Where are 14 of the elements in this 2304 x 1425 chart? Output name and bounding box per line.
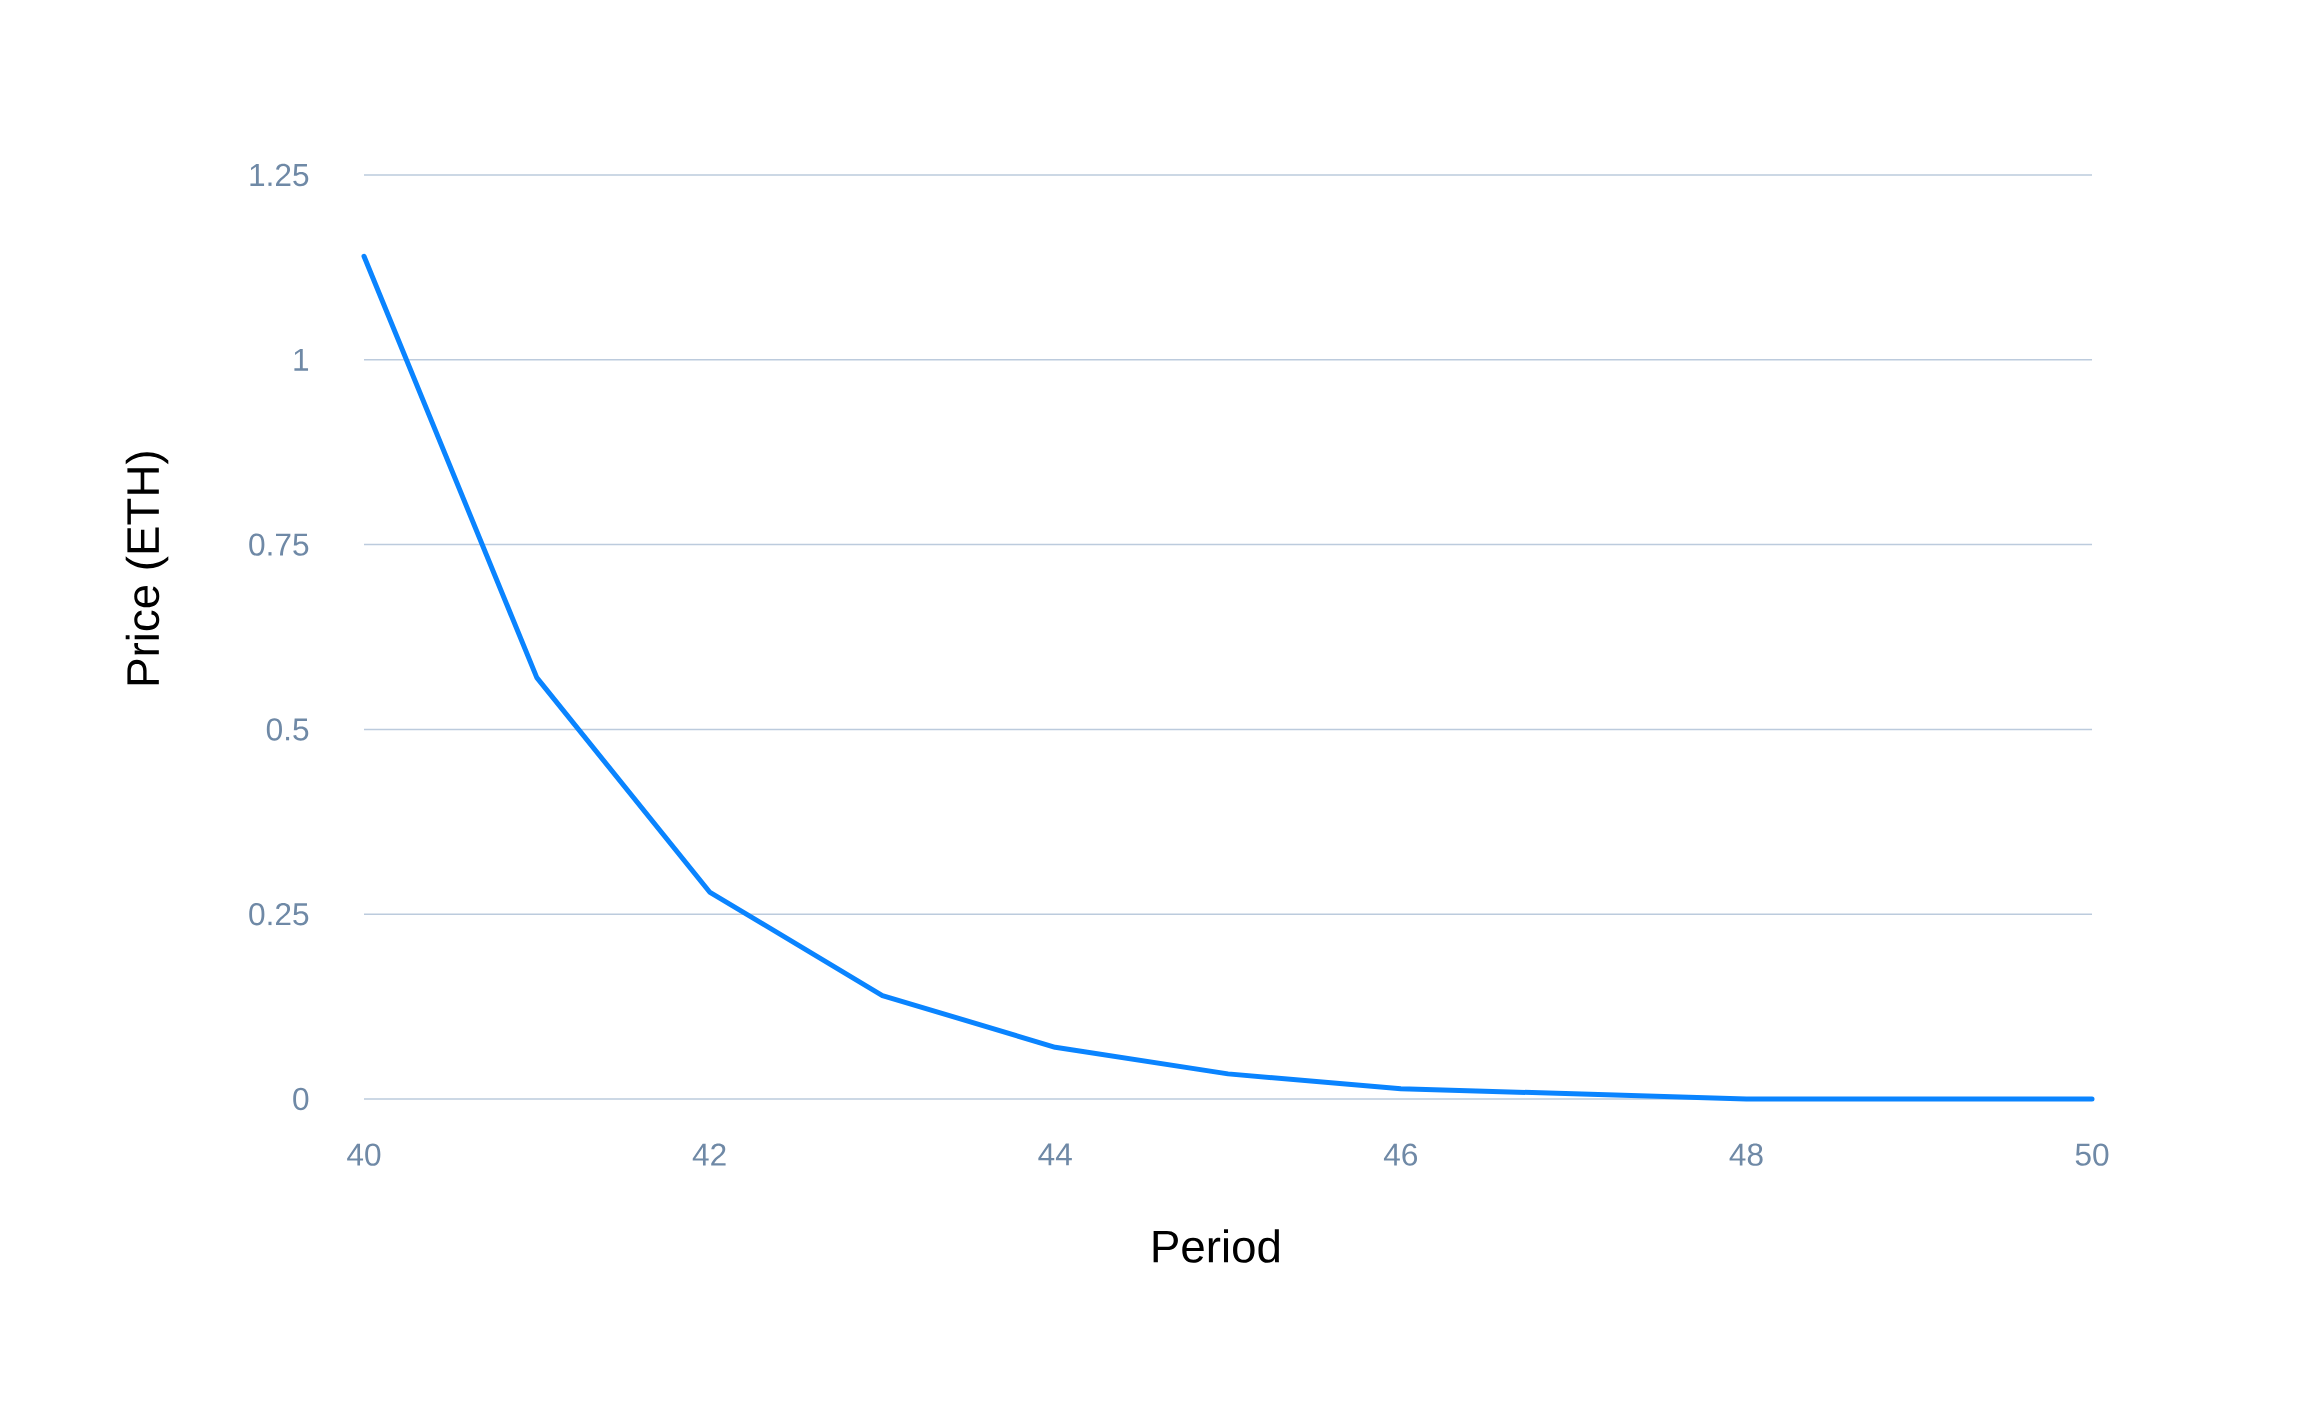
x-tick-label: 42 xyxy=(692,1143,726,1166)
x-axis-title: Period xyxy=(1153,1229,1279,1263)
x-tick-label: 48 xyxy=(1729,1143,1763,1166)
y-tick-label: 0.5 xyxy=(266,718,309,741)
y-tick-label: 1.25 xyxy=(250,163,309,187)
y-tick-label: 0 xyxy=(293,1087,309,1111)
y-tick-label: 1 xyxy=(294,348,309,371)
y-tick-label: 0.25 xyxy=(249,903,309,926)
x-tick-label: 40 xyxy=(347,1143,381,1166)
x-tick-label: 50 xyxy=(2075,1143,2109,1166)
x-tick-label: 46 xyxy=(1383,1143,1418,1166)
y-tick-label: 0.75 xyxy=(249,533,309,556)
x-tick-label: 44 xyxy=(1038,1143,1072,1166)
y-axis-title: Price (ETH) xyxy=(125,452,169,685)
